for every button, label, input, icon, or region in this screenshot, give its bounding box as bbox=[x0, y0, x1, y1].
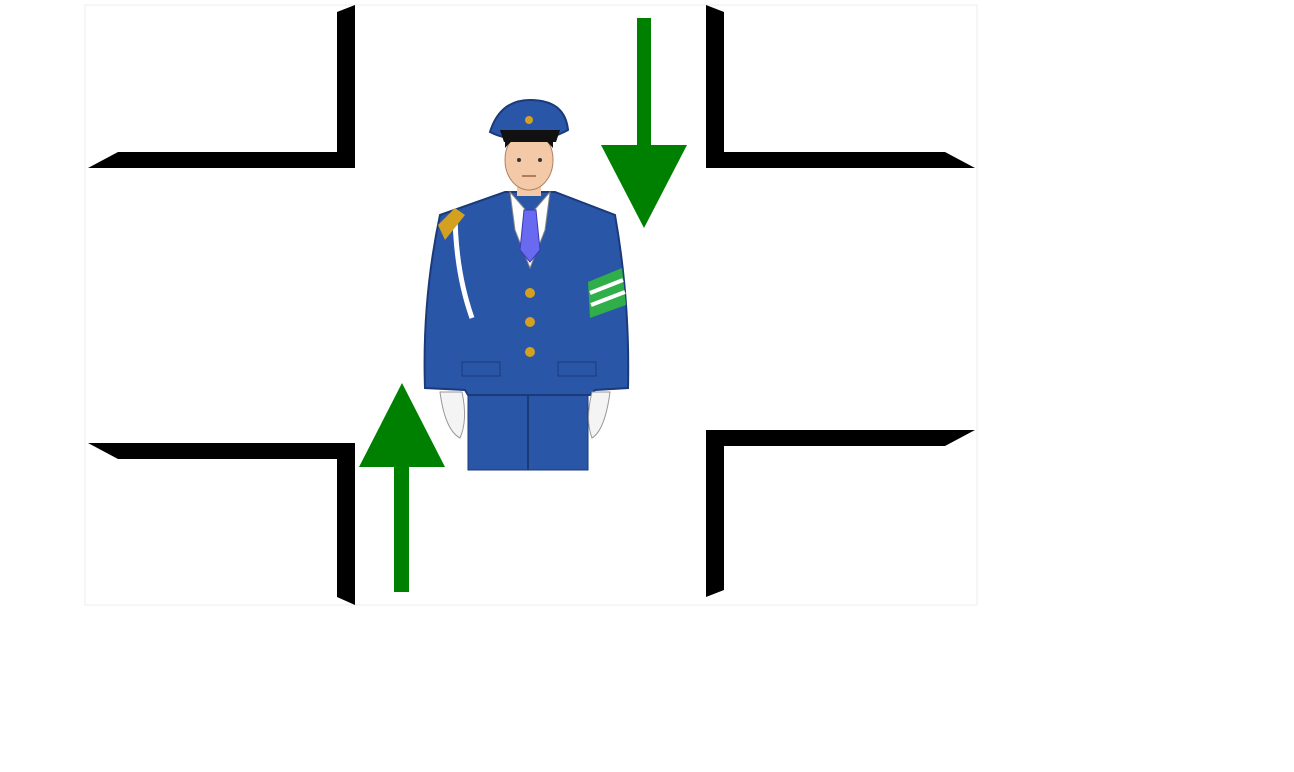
arrow-down bbox=[601, 18, 687, 228]
traffic-officer bbox=[423, 98, 630, 471]
arrow-up bbox=[359, 383, 445, 592]
armband bbox=[588, 268, 626, 318]
